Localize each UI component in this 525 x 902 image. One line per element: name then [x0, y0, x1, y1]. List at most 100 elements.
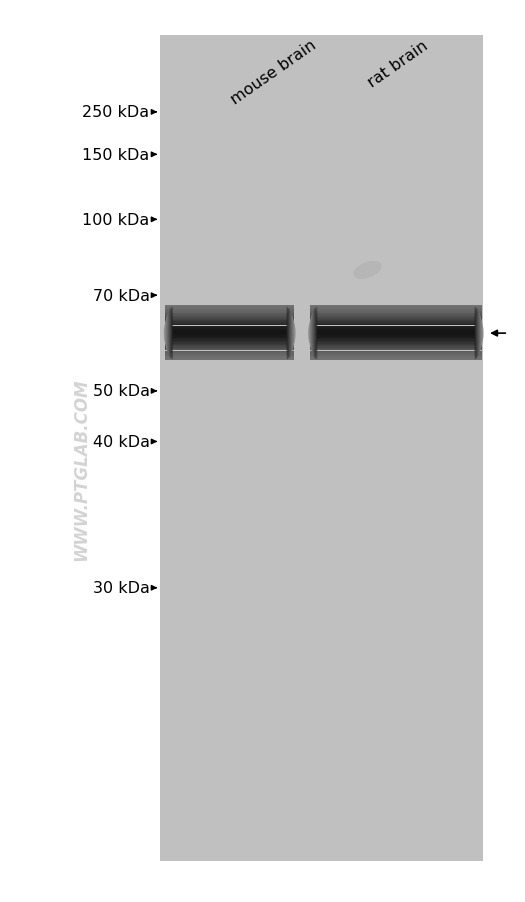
- Bar: [310, 320, 482, 322]
- Bar: [165, 318, 294, 319]
- Ellipse shape: [475, 307, 476, 361]
- Ellipse shape: [168, 310, 171, 357]
- Bar: [310, 333, 482, 335]
- Bar: [165, 348, 294, 350]
- Ellipse shape: [478, 317, 482, 351]
- Ellipse shape: [169, 309, 171, 358]
- Text: 30 kDa: 30 kDa: [93, 581, 150, 595]
- Bar: [165, 327, 294, 329]
- Bar: [310, 317, 482, 318]
- Bar: [310, 309, 482, 311]
- Ellipse shape: [289, 310, 291, 357]
- Ellipse shape: [478, 313, 481, 354]
- Bar: [310, 342, 482, 343]
- Ellipse shape: [289, 309, 290, 358]
- Bar: [165, 342, 294, 343]
- Bar: [310, 351, 482, 353]
- Ellipse shape: [308, 324, 312, 344]
- Text: 50 kDa: 50 kDa: [92, 384, 150, 399]
- Bar: [165, 355, 294, 356]
- Bar: [310, 353, 482, 354]
- Bar: [310, 327, 482, 329]
- Ellipse shape: [353, 262, 382, 280]
- Bar: [165, 343, 294, 345]
- Bar: [165, 306, 294, 307]
- Bar: [310, 306, 482, 307]
- Bar: [310, 340, 482, 341]
- Text: WWW.PTGLAB.COM: WWW.PTGLAB.COM: [72, 378, 90, 560]
- Bar: [310, 315, 482, 317]
- Ellipse shape: [170, 308, 172, 360]
- Text: 40 kDa: 40 kDa: [92, 435, 150, 449]
- Bar: [310, 350, 482, 351]
- Bar: [310, 324, 482, 325]
- Ellipse shape: [290, 313, 293, 354]
- Bar: [165, 312, 294, 314]
- Ellipse shape: [310, 315, 314, 353]
- Bar: [310, 335, 482, 336]
- Text: 150 kDa: 150 kDa: [82, 148, 150, 162]
- Bar: [310, 355, 482, 356]
- Ellipse shape: [166, 315, 169, 353]
- Bar: [165, 335, 294, 336]
- Bar: [310, 345, 482, 347]
- Bar: [165, 311, 294, 312]
- Ellipse shape: [171, 308, 172, 360]
- Ellipse shape: [291, 324, 296, 344]
- Bar: [310, 332, 482, 333]
- Bar: [165, 314, 294, 315]
- Ellipse shape: [290, 315, 293, 353]
- Ellipse shape: [312, 310, 315, 357]
- Bar: [165, 356, 294, 358]
- Bar: [310, 311, 482, 312]
- Ellipse shape: [479, 320, 483, 347]
- Bar: [165, 320, 294, 322]
- Ellipse shape: [477, 311, 480, 356]
- Bar: [165, 353, 294, 354]
- Bar: [165, 319, 294, 320]
- Ellipse shape: [311, 313, 314, 354]
- Ellipse shape: [477, 310, 479, 357]
- Bar: [165, 333, 294, 335]
- Bar: [310, 319, 482, 320]
- Ellipse shape: [288, 308, 289, 360]
- Bar: [165, 309, 294, 311]
- Ellipse shape: [291, 320, 295, 347]
- Bar: [310, 330, 482, 332]
- Bar: [310, 348, 482, 350]
- Bar: [310, 314, 482, 315]
- Bar: [310, 343, 482, 345]
- Bar: [165, 324, 294, 325]
- Ellipse shape: [314, 308, 316, 359]
- Bar: [165, 332, 294, 333]
- Ellipse shape: [478, 315, 481, 353]
- Ellipse shape: [309, 320, 313, 347]
- Ellipse shape: [167, 311, 170, 356]
- Ellipse shape: [287, 307, 288, 361]
- Ellipse shape: [288, 308, 290, 359]
- Bar: [310, 337, 482, 338]
- Bar: [165, 354, 294, 355]
- Ellipse shape: [287, 308, 288, 360]
- Ellipse shape: [170, 308, 171, 359]
- Ellipse shape: [476, 308, 477, 360]
- Bar: [160, 36, 483, 861]
- Ellipse shape: [476, 308, 478, 359]
- Bar: [310, 354, 482, 355]
- Ellipse shape: [316, 308, 317, 360]
- Bar: [165, 322, 294, 323]
- Ellipse shape: [165, 317, 169, 351]
- Ellipse shape: [477, 309, 478, 358]
- Bar: [165, 317, 294, 318]
- Bar: [165, 315, 294, 317]
- Bar: [165, 308, 294, 309]
- Ellipse shape: [316, 307, 317, 361]
- Bar: [165, 350, 294, 351]
- Bar: [310, 329, 482, 330]
- Bar: [310, 358, 482, 359]
- Bar: [310, 347, 482, 348]
- Bar: [165, 351, 294, 353]
- Text: 250 kDa: 250 kDa: [82, 106, 150, 120]
- Ellipse shape: [314, 308, 316, 360]
- Text: 70 kDa: 70 kDa: [92, 289, 150, 303]
